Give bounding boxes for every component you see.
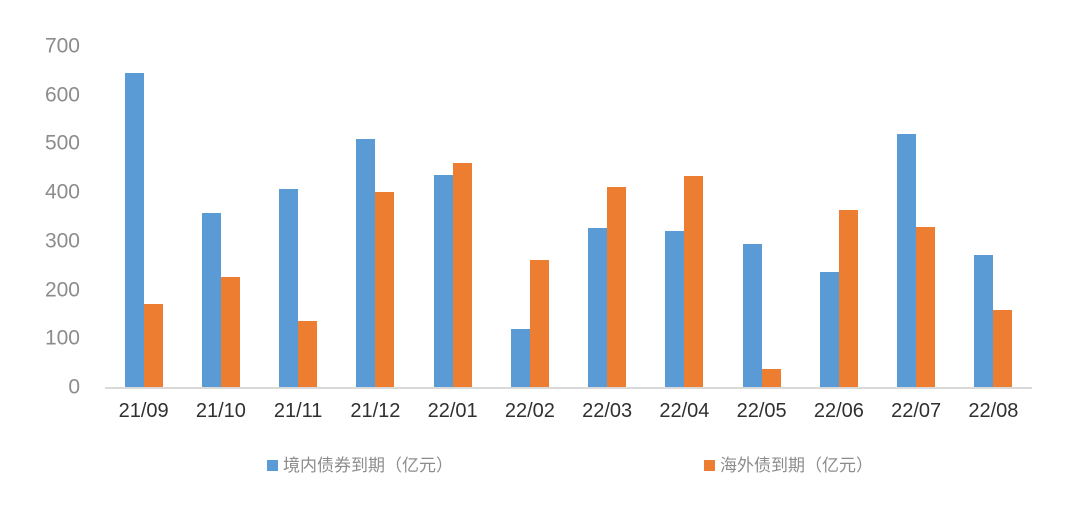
bar-overseas-22-04: [684, 176, 704, 387]
bar-domestic-22-06: [819, 271, 839, 387]
bar-domestic-21-09: [124, 72, 144, 387]
x-tick-label: 22/07: [891, 400, 942, 422]
bar-overseas-22-05: [761, 369, 781, 387]
bar-domestic-22-02: [510, 328, 530, 387]
y-tick-label: 100: [44, 326, 80, 350]
bar-domestic-22-04: [665, 231, 685, 387]
bar-overseas-22-01: [452, 162, 472, 387]
bar-overseas-22-06: [838, 209, 858, 387]
x-tick-label: 22/05: [736, 400, 787, 422]
x-tick-label: 21/12: [350, 400, 401, 422]
bar-domestic-21-10: [201, 213, 221, 387]
x-tick-label: 21/10: [195, 400, 246, 422]
legend-item-overseas: 海外债到期（亿元）: [704, 455, 873, 475]
y-tick-label: 500: [44, 131, 80, 155]
bar-domestic-22-05: [742, 243, 762, 387]
x-tick-label: 21/11: [273, 400, 323, 422]
x-tick-label: 22/02: [504, 400, 555, 422]
legend-swatch-icon: [267, 459, 278, 471]
legend: 境内债券到期（亿元） 海外债到期（亿元）: [0, 455, 1080, 477]
bar-domestic-21-12: [356, 138, 376, 387]
y-tick-label: 200: [44, 278, 80, 302]
bar-domestic-21-11: [279, 188, 299, 387]
bar-domestic-22-01: [433, 174, 453, 387]
bar-overseas-22-03: [607, 187, 627, 387]
x-tick-label: 22/01: [427, 400, 478, 422]
bar-domestic-22-07: [897, 133, 917, 387]
x-tick-label: 22/06: [813, 400, 864, 422]
x-axis-line: [105, 387, 1032, 389]
bar-overseas-22-07: [916, 227, 936, 387]
x-tick-label: 22/08: [968, 400, 1019, 422]
y-tick-label: 300: [44, 229, 80, 253]
legend-item-domestic: 境内债券到期（亿元）: [267, 455, 453, 475]
bar-overseas-22-02: [529, 260, 549, 387]
bar-overseas-21-10: [220, 277, 240, 387]
y-tick-label: 700: [44, 34, 80, 58]
bar-overseas-21-09: [143, 304, 163, 387]
legend-label: 海外债到期（亿元）: [720, 455, 873, 475]
bar-overseas-21-12: [375, 192, 395, 387]
bar-domestic-22-03: [588, 227, 608, 387]
y-tick-label: 600: [44, 83, 80, 107]
bar-overseas-21-11: [298, 320, 318, 387]
legend-label: 境内债券到期（亿元）: [283, 455, 453, 475]
y-tick-label: 0: [68, 375, 80, 399]
bar-overseas-22-08: [993, 310, 1013, 387]
plot-area: [105, 46, 1032, 387]
y-tick-label: 400: [44, 180, 80, 204]
legend-swatch-icon: [704, 459, 715, 471]
x-tick-label: 22/03: [582, 400, 633, 422]
bar-domestic-22-08: [974, 254, 994, 387]
x-tick-label: 21/09: [118, 400, 169, 422]
x-tick-label: 22/04: [659, 400, 710, 422]
